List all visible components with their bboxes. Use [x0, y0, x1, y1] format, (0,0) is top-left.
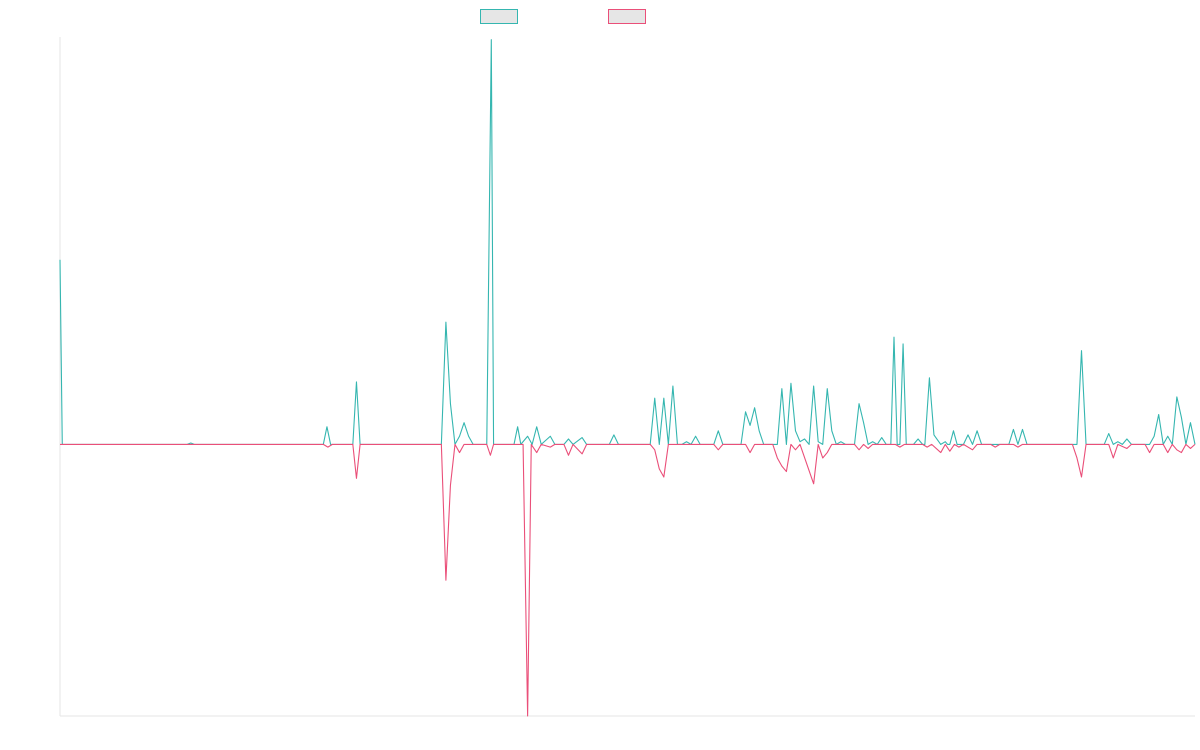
- series-2-line: [60, 443, 1196, 717]
- legend: [480, 9, 652, 24]
- legend-item-series-2[interactable]: [608, 9, 652, 24]
- legend-swatch-series-2: [608, 9, 646, 24]
- legend-swatch-series-1: [480, 9, 518, 24]
- legend-item-series-1[interactable]: [480, 9, 524, 24]
- series-1-line: [59, 39, 1196, 445]
